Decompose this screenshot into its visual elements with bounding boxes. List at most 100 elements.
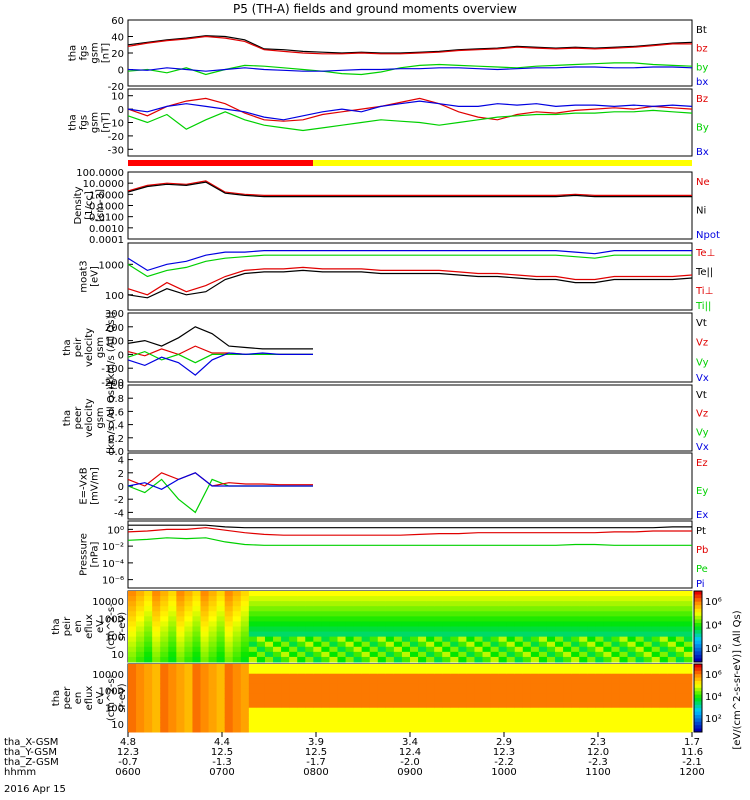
y-axis-label: tha xyxy=(62,339,73,355)
y-tick-label: 40 xyxy=(111,33,124,44)
y-tick-label: 100 xyxy=(105,291,124,302)
date-label: 2016 Apr 15 xyxy=(4,784,66,795)
legend-entry: by xyxy=(696,62,708,73)
y-tick-label: 1.0000 xyxy=(89,190,124,201)
y-axis-label: fgs xyxy=(79,45,90,60)
y-axis-label: [cm-3] xyxy=(95,189,106,222)
y-tick-label: 0 xyxy=(118,482,124,493)
y-tick-label: -2 xyxy=(114,495,124,506)
y-tick-label: 300 xyxy=(105,309,124,320)
y-tick-label: 10 xyxy=(111,92,124,103)
y-tick-label: 0 xyxy=(118,105,124,116)
colorbar-tick-label: 10⁶ xyxy=(705,670,722,681)
panel-frame xyxy=(127,88,693,157)
legend-entry: Vy xyxy=(696,357,709,368)
series-line-Ni xyxy=(127,181,692,198)
colorbar-tick-label: 10⁶ xyxy=(705,597,722,608)
y-tick-label: 0.8 xyxy=(108,394,124,405)
x-axis-row-label: tha_Z-GSM xyxy=(4,757,59,768)
legend-entry: Vx xyxy=(696,373,709,384)
y-axis-label: peer xyxy=(73,406,84,430)
series-line-Ti|| xyxy=(127,254,692,278)
y-axis-label: [eV] xyxy=(90,266,101,287)
legend-entry: Ez xyxy=(696,458,708,469)
y-axis-label: eflux xyxy=(84,686,95,711)
y-axis-label: peir xyxy=(62,616,73,636)
x-axis-value: -0.7 xyxy=(118,757,138,768)
x-axis-value: 0600 xyxy=(115,767,140,778)
series-line-Te⊥ xyxy=(127,266,693,296)
y-axis-label: (cm^2-s- xyxy=(106,674,117,721)
y-axis-label: gsm xyxy=(95,337,106,358)
x-axis-value: -2.2 xyxy=(494,757,514,768)
y-axis-label: tha xyxy=(62,410,73,426)
y-axis-label: en xyxy=(73,620,84,633)
series-line-Pt xyxy=(128,524,692,529)
y-axis-label: velocity xyxy=(84,398,95,437)
y-tick-label: 0.1000 xyxy=(89,202,124,213)
y-axis-label: [km/s (All Qs)] xyxy=(106,312,117,384)
chart-title: P5 (TH-A) fields and ground moments over… xyxy=(233,2,517,16)
x-axis-value: 1.7 xyxy=(684,737,700,748)
y-tick-label: 0.2 xyxy=(108,434,124,445)
y-axis-label: [nT] xyxy=(101,43,112,63)
y-axis-label: eflux xyxy=(84,614,95,639)
y-tick-label: -100 xyxy=(101,364,124,375)
mode-bar-slow xyxy=(128,160,313,166)
panel-frame xyxy=(127,242,693,311)
y-tick-label: -200 xyxy=(101,378,124,389)
y-tick-label: -4 xyxy=(114,508,124,519)
y-axis-label: tha xyxy=(68,114,79,130)
y-tick-label: 10⁰ xyxy=(107,525,124,536)
panel-frame xyxy=(127,312,693,383)
y-axis-label: sr-eV) xyxy=(117,612,128,641)
series-line-Pe xyxy=(127,537,692,546)
y-axis-label: gsm xyxy=(95,407,106,428)
x-axis-value: 1000 xyxy=(491,767,516,778)
y-axis-label: sr-eV) xyxy=(117,683,128,712)
y-tick-label: 10000 xyxy=(92,597,124,608)
x-axis-value: 12.3 xyxy=(117,747,139,758)
heatmap-0 xyxy=(128,591,693,663)
y-tick-label: 100 xyxy=(105,703,124,714)
legend-entry: Pt xyxy=(696,526,706,537)
colorbar-tick-label: 10⁴ xyxy=(705,692,722,703)
y-tick-label: 0.4 xyxy=(108,421,124,432)
x-axis-value: 4.8 xyxy=(120,737,136,748)
legend-entry: Pe xyxy=(696,564,708,575)
y-tick-label: -20 xyxy=(108,82,124,93)
y-tick-label: 100 xyxy=(105,632,124,643)
y-axis-label: tha xyxy=(51,690,62,706)
x-axis-value: 3.4 xyxy=(402,737,418,748)
y-tick-label: 10⁻⁴ xyxy=(102,559,124,570)
y-axis-label: tha xyxy=(68,45,79,61)
panel-frame xyxy=(127,520,693,589)
x-axis-value: -2.0 xyxy=(400,757,420,768)
y-tick-label: 0.0001 xyxy=(89,235,124,246)
y-axis-label: moat3 xyxy=(79,260,90,292)
x-axis-value: 11.6 xyxy=(681,747,703,758)
legend-entry: bz xyxy=(696,44,708,55)
y-axis-label: [km/s (All Qs)] xyxy=(106,382,117,454)
x-axis-value: 1100 xyxy=(585,767,610,778)
legend-entry: Vt xyxy=(696,318,707,329)
legend-entry: Ti|| xyxy=(695,301,711,312)
y-axis-label: eV xyxy=(95,620,106,633)
x-axis-value: 12.5 xyxy=(211,747,233,758)
x-axis-value: 0700 xyxy=(209,767,234,778)
y-axis-label: E=-VxB xyxy=(79,467,90,504)
y-tick-label: 200 xyxy=(105,323,124,334)
x-axis-value: 4.4 xyxy=(214,737,230,748)
legend-entry: Pb xyxy=(696,545,708,556)
panel-frame xyxy=(127,384,693,452)
legend-entry: Pi xyxy=(696,579,705,590)
series-line-Ti⊥ xyxy=(127,250,692,272)
colorbar: 10⁶ 10⁴ 10² xyxy=(693,590,722,663)
series-line-Ez xyxy=(127,472,313,487)
x-axis-value: 3.9 xyxy=(308,737,324,748)
series-line-Ne xyxy=(127,180,692,196)
y-tick-label: -30 xyxy=(108,145,124,156)
x-axis-value: -2.1 xyxy=(682,757,702,768)
y-tick-label: 0.0010 xyxy=(89,224,124,235)
panel-frame xyxy=(127,171,693,240)
